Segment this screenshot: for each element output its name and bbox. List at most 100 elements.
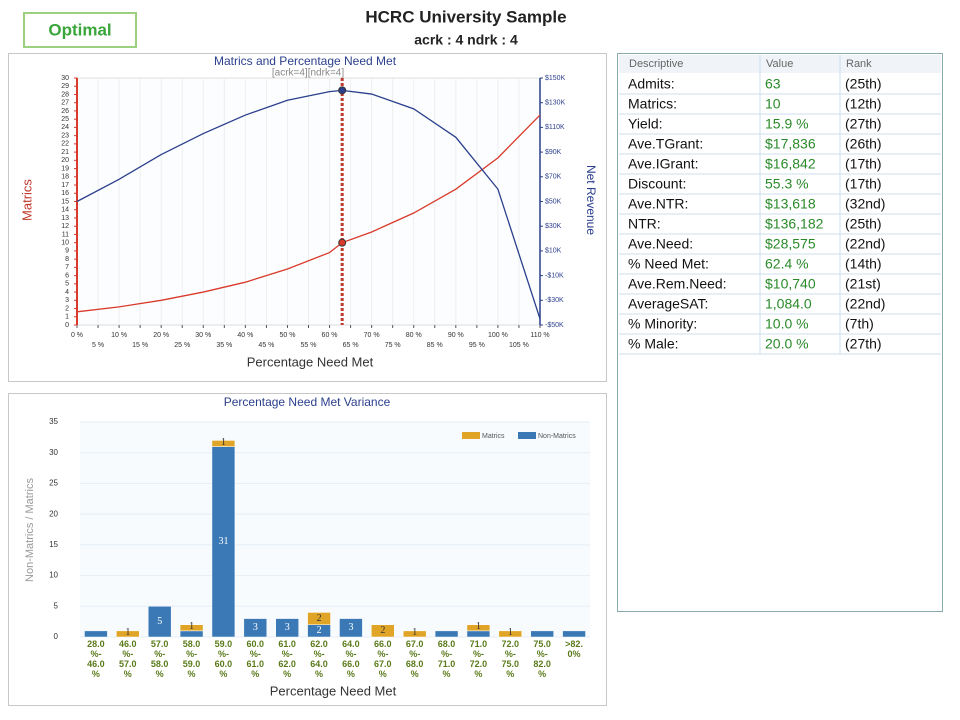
table-cell: (27th)	[845, 116, 882, 132]
table-cell: (32nd)	[845, 196, 885, 212]
x-tick-label: 10 %	[111, 332, 127, 339]
table-cell: 10	[765, 96, 781, 112]
x-tick-label: 20 %	[153, 332, 169, 339]
y-tick-label: 14	[61, 207, 69, 214]
y-tick-label: 24	[61, 124, 69, 131]
x-axis-label: Percentage Need Met	[247, 354, 374, 369]
y-tick-label: 4	[65, 289, 69, 296]
table-cell: $10,740	[765, 276, 816, 292]
value-label: 1	[476, 621, 481, 632]
y-tick-label: 27	[61, 100, 69, 107]
x-tick-label: 75.0 %-82.0%	[533, 639, 551, 679]
y-tick-label: 17	[61, 182, 69, 189]
y-tick-label: 0	[65, 322, 69, 329]
page-subtitle: acrk : 4 ndrk : 4	[414, 32, 518, 48]
x-tick-label: 0 %	[71, 332, 83, 339]
y-tick-label: 6	[65, 272, 69, 279]
bar-segment	[179, 624, 204, 632]
y-axis-label: Non-Matrics / Matrics	[24, 478, 36, 582]
table-cell: (22nd)	[845, 296, 885, 312]
table-cell: 55.3 %	[765, 176, 809, 192]
y-tick-label: 16	[61, 190, 69, 197]
x-tick-label: 95 %	[469, 342, 485, 349]
bar-segment	[275, 618, 299, 638]
line	[76, 89, 541, 320]
y2-tick-label: $30K	[545, 223, 562, 230]
y2-tick-label: $90K	[545, 149, 562, 156]
y-tick-label: 20	[61, 157, 69, 164]
x-tick-label: 15 %	[132, 342, 148, 349]
y-tick-label: 0	[54, 632, 59, 641]
value-label: 2	[317, 613, 322, 624]
x-tick-label: 100 %	[488, 332, 508, 339]
chart-title: Percentage Need Met Variance	[224, 395, 391, 409]
table-cell: Ave.Rem.Need:	[628, 276, 727, 292]
bar-segment	[147, 606, 172, 638]
x-tick-label: 25 %	[174, 342, 190, 349]
x-tick-label: 62.0 %-64.0%	[310, 639, 328, 679]
y-tick-label: 21	[61, 149, 69, 156]
legend-label: Non-Matrics	[538, 433, 576, 440]
value-label: 2	[317, 625, 322, 636]
x-tick-label: 80 %	[406, 332, 422, 339]
y-tick-label: 10	[61, 240, 69, 247]
y-tick-label: 20	[49, 509, 58, 518]
value-label: 3	[285, 622, 290, 633]
x-tick-label: 64.0 %-66.0%	[342, 639, 360, 679]
y-tick-label: 12	[61, 223, 69, 230]
y-tick-label: 19	[61, 165, 69, 172]
x-tick-label: 58.0 %-59.0%	[183, 639, 201, 679]
x-tick-label: 5 %	[92, 342, 104, 349]
highlight-point	[338, 86, 347, 95]
column-header: Descriptive	[629, 58, 683, 70]
x-tick-label: 46.0 %-57.0%	[119, 639, 137, 679]
value-label: 3	[253, 622, 258, 633]
y-tick-label: 25	[49, 479, 58, 488]
y-tick-label: 11	[62, 231, 69, 238]
x-tick-label: 105 %	[509, 342, 529, 349]
y-axis-label: Matrics	[19, 179, 34, 221]
y2-axis-label: Net Revenue	[584, 165, 598, 235]
y-tick-label: 25	[61, 116, 69, 123]
y-tick-label: 8	[65, 256, 69, 263]
table-cell: (7th)	[845, 316, 874, 332]
value-label: 1	[221, 437, 226, 448]
table-cell: Matrics:	[628, 96, 677, 112]
table-panel	[617, 53, 943, 612]
page-title: HCRC University Sample	[365, 7, 566, 26]
table-cell: (27th)	[845, 336, 882, 352]
plot-area	[80, 422, 590, 637]
x-tick-label: 66.0 %-67.0%	[374, 639, 392, 679]
y2-tick-label: -$30K	[545, 297, 564, 304]
x-tick-label: 30 %	[195, 332, 211, 339]
y2-tick-label: -$10K	[545, 272, 564, 279]
y-tick-label: 28	[61, 91, 69, 98]
x-tick-label: 67.0 %-68.0%	[406, 639, 424, 679]
x-tick-label: 59.0 %-60.0%	[215, 639, 233, 679]
x-tick-label: >82. 0%	[565, 639, 583, 659]
legend-swatch	[518, 432, 536, 439]
x-tick-label: 50 %	[279, 332, 295, 339]
table-cell: (25th)	[845, 216, 882, 232]
table-cell: % Minority:	[628, 316, 697, 332]
y2-tick-label: $130K	[545, 100, 566, 107]
value-label: 31	[218, 536, 228, 547]
x-tick-label: 70 %	[364, 332, 380, 339]
table-cell: $16,842	[765, 156, 816, 172]
y-tick-label: 30	[61, 75, 69, 82]
y-tick-label: 13	[61, 215, 69, 222]
y-tick-label: 22	[61, 141, 69, 148]
bar-segment	[339, 618, 363, 638]
table-cell: NTR:	[628, 216, 661, 232]
table-cell: Ave.NTR:	[628, 196, 688, 212]
value-label: 1	[508, 627, 513, 638]
chart-title: Matrics and Percentage Need Met	[214, 54, 397, 68]
x-tick-label: 55 %	[301, 342, 317, 349]
y-tick-label: 5	[54, 601, 59, 610]
bar-segment	[402, 630, 427, 638]
y-tick-label: 10	[49, 571, 58, 580]
bar-segment	[434, 630, 459, 638]
y-tick-label: 35	[49, 417, 58, 426]
table-cell: 62.4 %	[765, 256, 809, 272]
